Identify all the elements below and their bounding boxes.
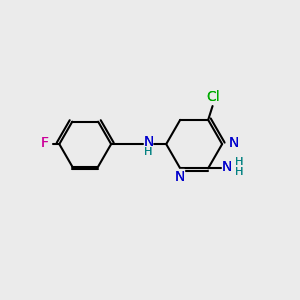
Text: Cl: Cl — [206, 90, 220, 104]
Text: F: F — [41, 136, 49, 150]
Text: N: N — [229, 136, 239, 150]
Text: N: N — [174, 170, 185, 184]
Text: N: N — [221, 160, 232, 174]
Bar — [226, 139, 235, 146]
Text: H: H — [144, 147, 152, 158]
Text: H: H — [235, 157, 243, 167]
Text: N: N — [143, 135, 154, 149]
Text: F: F — [41, 136, 49, 150]
Bar — [175, 169, 184, 177]
Text: N: N — [143, 135, 154, 149]
Text: H: H — [235, 157, 243, 167]
Text: Cl: Cl — [206, 90, 220, 104]
Text: N: N — [221, 160, 232, 174]
Text: H: H — [235, 167, 243, 177]
Text: H: H — [144, 147, 152, 158]
Text: N: N — [229, 136, 239, 150]
Bar — [41, 140, 49, 147]
Bar — [223, 163, 230, 170]
Text: H: H — [235, 167, 243, 177]
Bar — [145, 139, 152, 146]
Text: N: N — [174, 170, 185, 184]
Bar — [207, 93, 219, 101]
